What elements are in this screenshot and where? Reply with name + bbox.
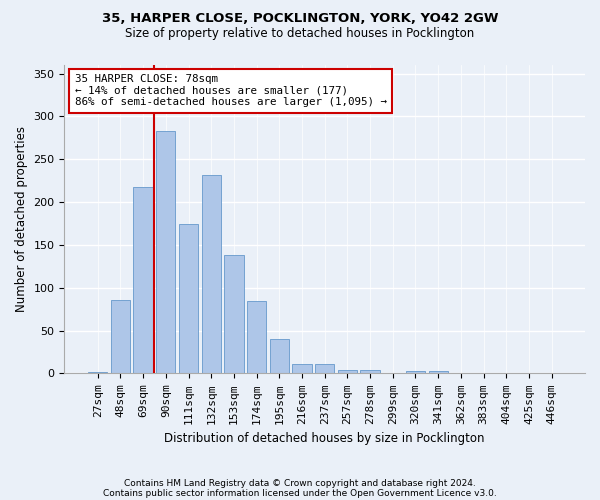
Bar bbox=[292, 364, 311, 374]
Bar bbox=[542, 372, 562, 374]
X-axis label: Distribution of detached houses by size in Pocklington: Distribution of detached houses by size … bbox=[164, 432, 485, 445]
Bar bbox=[133, 186, 153, 374]
Bar bbox=[88, 372, 107, 374]
Bar bbox=[156, 131, 175, 374]
Text: 35, HARPER CLOSE, POCKLINGTON, YORK, YO42 2GW: 35, HARPER CLOSE, POCKLINGTON, YORK, YO4… bbox=[102, 12, 498, 26]
Bar bbox=[224, 255, 244, 374]
Text: 35 HARPER CLOSE: 78sqm
← 14% of detached houses are smaller (177)
86% of semi-de: 35 HARPER CLOSE: 78sqm ← 14% of detached… bbox=[75, 74, 387, 108]
Bar bbox=[406, 371, 425, 374]
Bar bbox=[202, 174, 221, 374]
Bar bbox=[179, 224, 198, 374]
Bar bbox=[474, 372, 493, 374]
Bar bbox=[338, 370, 357, 374]
Bar bbox=[269, 339, 289, 374]
Bar bbox=[315, 364, 334, 374]
Bar bbox=[520, 372, 539, 374]
Y-axis label: Number of detached properties: Number of detached properties bbox=[15, 126, 28, 312]
Text: Contains public sector information licensed under the Open Government Licence v3: Contains public sector information licen… bbox=[103, 488, 497, 498]
Bar bbox=[361, 370, 380, 374]
Bar bbox=[111, 300, 130, 374]
Text: Size of property relative to detached houses in Pocklington: Size of property relative to detached ho… bbox=[125, 28, 475, 40]
Text: Contains HM Land Registry data © Crown copyright and database right 2024.: Contains HM Land Registry data © Crown c… bbox=[124, 478, 476, 488]
Bar bbox=[247, 302, 266, 374]
Bar bbox=[428, 371, 448, 374]
